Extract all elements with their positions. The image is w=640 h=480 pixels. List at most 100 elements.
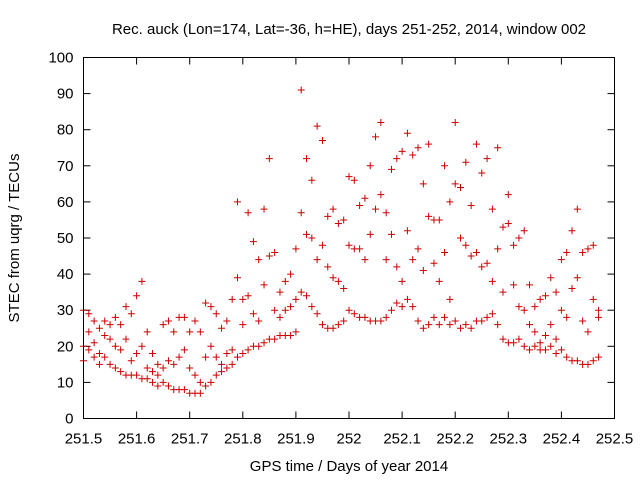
- data-point: [419, 180, 427, 188]
- data-point: [595, 306, 603, 314]
- data-point: [85, 310, 93, 318]
- data-point: [494, 245, 502, 253]
- data-point: [366, 230, 374, 238]
- data-point: [106, 321, 114, 329]
- data-point: [318, 137, 326, 145]
- data-point: [340, 285, 348, 293]
- data-point: [488, 277, 496, 285]
- y-tick-label: 90: [57, 86, 74, 103]
- data-point: [403, 295, 411, 303]
- x-tick-label: 252.1: [383, 431, 421, 448]
- data-point: [377, 317, 385, 325]
- data-point: [451, 118, 459, 126]
- data-point: [260, 205, 268, 213]
- data-point: [515, 335, 523, 343]
- data-point: [462, 321, 470, 329]
- data-point: [249, 238, 257, 246]
- data-point: [499, 288, 507, 296]
- data-point: [271, 335, 279, 343]
- data-point: [175, 353, 183, 361]
- data-point: [494, 144, 502, 152]
- data-point: [212, 353, 220, 361]
- data-point: [95, 360, 103, 368]
- data-point: [122, 335, 130, 343]
- data-point: [361, 256, 369, 264]
- data-point: [441, 313, 449, 321]
- data-point: [467, 324, 475, 332]
- data-point: [202, 299, 210, 307]
- data-point: [90, 317, 98, 325]
- data-point: [350, 176, 358, 184]
- data-point: [510, 241, 518, 249]
- data-point: [244, 209, 252, 217]
- data-point: [382, 209, 390, 217]
- x-tick-label: 252: [336, 431, 361, 448]
- data-point: [164, 382, 172, 390]
- data-point: [170, 328, 178, 336]
- data-point: [244, 292, 252, 300]
- data-point: [334, 321, 342, 329]
- data-point: [488, 205, 496, 213]
- data-point: [541, 331, 549, 339]
- data-point: [101, 353, 109, 361]
- data-point: [85, 346, 93, 354]
- data-point: [138, 342, 146, 350]
- data-point: [313, 256, 321, 264]
- data-point: [526, 346, 534, 354]
- data-point: [249, 310, 257, 318]
- data-point: [271, 306, 279, 314]
- data-point: [435, 321, 443, 329]
- data-point: [202, 353, 210, 361]
- data-point: [478, 317, 486, 325]
- data-point: [446, 295, 454, 303]
- y-tick-label: 100: [48, 50, 73, 67]
- data-point: [233, 274, 241, 282]
- data-point: [579, 248, 587, 256]
- data-point: [180, 386, 188, 394]
- data-point: [159, 378, 167, 386]
- data-point: [568, 227, 576, 235]
- data-point: [233, 353, 241, 361]
- data-point: [202, 382, 210, 390]
- data-point: [111, 342, 119, 350]
- data-point: [409, 151, 417, 159]
- data-point: [281, 277, 289, 285]
- data-point: [472, 248, 480, 256]
- x-tick-label: 252.3: [490, 431, 528, 448]
- data-point: [552, 335, 560, 343]
- data-point: [435, 277, 443, 285]
- y-axis-ticks: 0 10 20 30 40 50 60 70 80 90 100: [48, 50, 615, 428]
- data-point: [589, 241, 597, 249]
- data-point: [117, 346, 125, 354]
- data-point: [414, 317, 422, 325]
- data-point: [244, 346, 252, 354]
- data-point: [308, 303, 316, 311]
- data-point: [377, 191, 385, 199]
- y-axis-label: STEC from uqrg / TECUs: [6, 154, 23, 323]
- data-point: [159, 364, 167, 372]
- data-point: [196, 328, 204, 336]
- plot-frame: [83, 57, 615, 419]
- data-point: [483, 259, 491, 267]
- x-tick-label: 251.5: [65, 431, 103, 448]
- data-point: [138, 277, 146, 285]
- data-point: [334, 277, 342, 285]
- data-point: [372, 133, 380, 141]
- data-point: [573, 357, 581, 365]
- data-point: [563, 353, 571, 361]
- data-point: [488, 310, 496, 318]
- data-point: [387, 165, 395, 173]
- data-point: [191, 371, 199, 379]
- data-point: [260, 339, 268, 347]
- data-point: [228, 346, 236, 354]
- data-point: [228, 360, 236, 368]
- data-point: [483, 313, 491, 321]
- data-point: [143, 375, 151, 383]
- x-tick-label: 251.6: [118, 431, 156, 448]
- data-point: [403, 227, 411, 235]
- data-point: [515, 303, 523, 311]
- data-point: [345, 306, 353, 314]
- data-point: [563, 313, 571, 321]
- data-point: [255, 317, 263, 325]
- data-point: [547, 321, 555, 329]
